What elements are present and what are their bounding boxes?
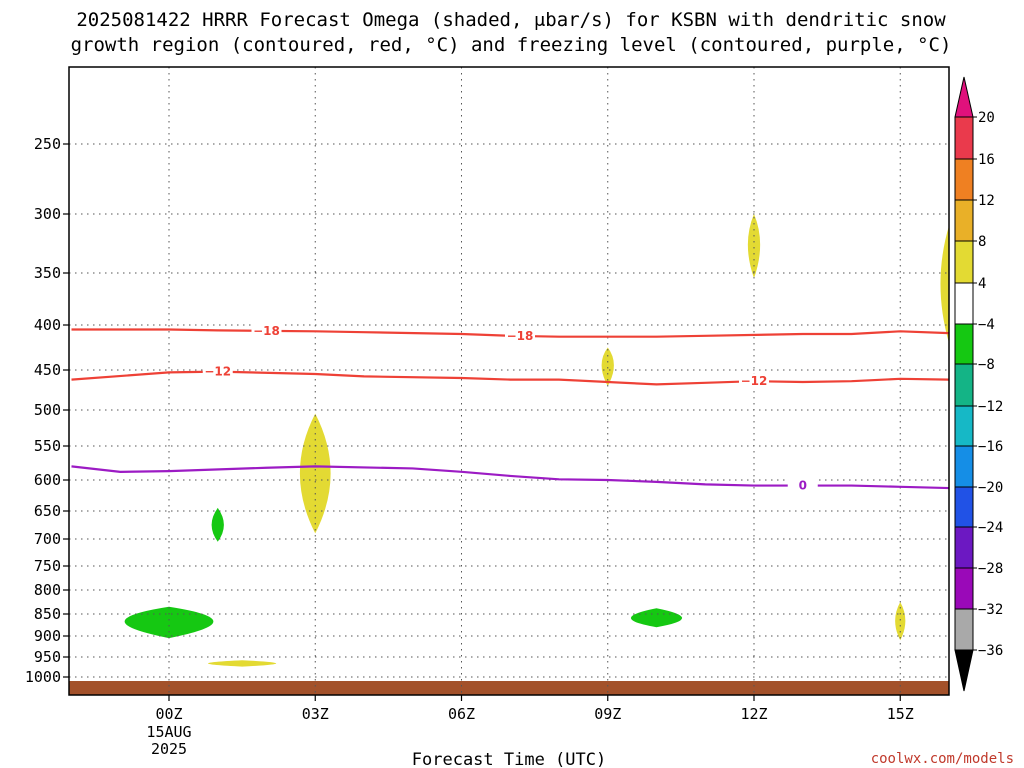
x-tick-label: 06Z <box>448 705 475 723</box>
colorbar-tick-label: 12 <box>978 193 995 209</box>
colorbar-top-arrow <box>954 76 974 118</box>
colorbar-tick-label: −28 <box>978 561 1003 577</box>
contour-line--18 <box>71 328 950 338</box>
y-tick-label: 350 <box>34 264 61 282</box>
contour-line--12 <box>71 370 950 386</box>
contour-label-bg <box>505 327 535 344</box>
colorbar-swatch <box>954 240 974 284</box>
colorbar-tick-label: 16 <box>978 152 995 168</box>
y-tick-label: 850 <box>34 605 61 623</box>
colorbar-tick-label: −36 <box>978 643 1003 659</box>
colorbar-swatch <box>954 567 974 610</box>
y-tick-label: 1000 <box>25 668 61 686</box>
y-tick-label: 700 <box>34 530 61 548</box>
y-tick-label: 900 <box>34 627 61 645</box>
contour-label-bg <box>251 322 282 339</box>
credit-text: coolwx.com/models <box>871 751 1014 767</box>
contour-label--18: −18 <box>507 329 534 343</box>
y-tick-label: 500 <box>34 401 61 419</box>
contour-label-bg <box>739 373 769 390</box>
x-axis-label: Forecast Time (UTC) <box>412 750 606 768</box>
colorbar-swatch <box>954 158 974 201</box>
colorbar-tick-label: −16 <box>978 439 1003 455</box>
colorbar-swatch <box>954 282 974 325</box>
omega-region-green-near-01z-675 <box>211 507 224 542</box>
y-tick-label: 300 <box>34 205 61 223</box>
y-tick-label: 950 <box>34 648 61 666</box>
terrain-layer <box>69 681 949 695</box>
colorbar-swatch <box>954 116 974 160</box>
colorbar-swatch <box>954 608 974 651</box>
colorbar-tick-label: −32 <box>978 602 1003 618</box>
x-tick-date: 15AUG <box>146 723 191 741</box>
colorbar-tick-label: 8 <box>978 234 986 250</box>
colorbar-tick-label: −12 <box>978 399 1003 415</box>
colorbar-swatch <box>954 405 974 447</box>
y-tick-label: 250 <box>34 135 61 153</box>
y-tick-label: 450 <box>34 361 61 379</box>
colorbar-swatch <box>954 199 974 242</box>
omega-region-yellow-near-03z-580 <box>299 413 331 534</box>
omega-shading <box>124 214 949 667</box>
omega-region-yellow-near-15z-860 <box>895 602 906 641</box>
colorbar-swatch <box>954 526 974 569</box>
y-tick-label: 800 <box>34 581 61 599</box>
x-tick-label: 12Z <box>740 705 767 723</box>
x-tick-label: 15Z <box>887 705 914 723</box>
colorbar-tick-label: 4 <box>978 276 986 292</box>
colorbar-swatch <box>954 323 974 365</box>
omega-region-yellow-near-09z-440 <box>601 347 614 386</box>
omega-region-yellow-near-12z-320 <box>747 214 761 279</box>
omega-region-green-near-10z-860 <box>630 608 683 628</box>
chart-title-line2: growth region (contoured, red, °C) and f… <box>71 34 952 56</box>
y-tick-label: 600 <box>34 471 61 489</box>
colorbar-bottom-arrow <box>954 649 974 692</box>
colorbar-tick-label: −8 <box>978 357 995 373</box>
terrain-fill <box>69 681 949 695</box>
contour-line-0 <box>71 465 950 490</box>
omega-colorbar: 20 16 12 8 4 −4 −8 −12 −16 −20 −24 −28 −32 −36 <box>954 76 1003 692</box>
colorbar-swatch <box>954 445 974 488</box>
temperature-contours: −18 −18 −12 −12 0 <box>71 322 950 494</box>
plot-area: −18 −18 −12 −12 0 <box>68 66 950 696</box>
colorbar-tick-label: −24 <box>978 520 1003 536</box>
colorbar-tick-label: −4 <box>978 317 995 333</box>
contour-label-0: 0 <box>799 479 807 493</box>
x-tick-year: 2025 <box>151 740 187 758</box>
contour-label--18: −18 <box>253 324 280 338</box>
contour-label--12: −12 <box>204 365 231 379</box>
contour-label-bg <box>787 477 818 494</box>
x-tick-label: 00Z <box>155 705 182 723</box>
omega-region-yellow-right-edge-350 <box>940 225 949 343</box>
plot-frame <box>68 66 950 696</box>
colorbar-swatch <box>954 363 974 407</box>
colorbar-swatch <box>954 486 974 528</box>
omega-region-yellow-near-01z-965 <box>208 660 277 667</box>
x-tick-label: 09Z <box>594 705 621 723</box>
y-tick-label: 750 <box>34 557 61 575</box>
y-tick-label: 400 <box>34 316 61 334</box>
omega-region-green-near-00z-865 <box>124 606 214 639</box>
chart-title-line1: 2025081422 HRRR Forecast Omega (shaded, … <box>76 9 946 31</box>
colorbar-tick-label: −20 <box>978 480 1003 496</box>
y-tick-label: 650 <box>34 502 61 520</box>
colorbar-tick-label: 20 <box>978 110 995 126</box>
pressure-axis: 250 300 350 400 450 500 550 600 650 700 750 800 850 9… <box>25 135 69 686</box>
x-tick-label: 03Z <box>302 705 329 723</box>
contour-label-bg <box>202 363 233 380</box>
contour-label--12: −12 <box>741 374 768 388</box>
y-tick-label: 550 <box>34 437 61 455</box>
